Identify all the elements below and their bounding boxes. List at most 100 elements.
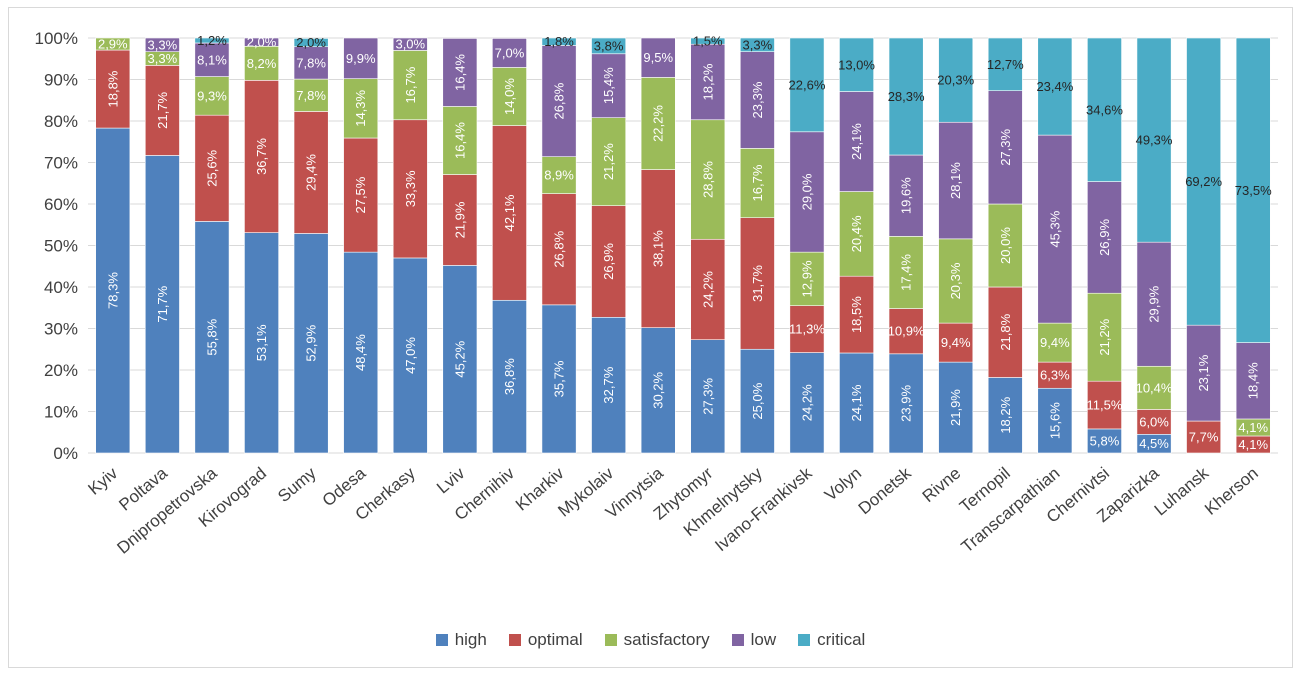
data-label: 7,8% <box>296 88 326 103</box>
data-label: 17,4% <box>899 254 914 291</box>
bar-segment-critical <box>839 37 874 92</box>
y-tick-label: 30% <box>44 320 78 339</box>
bar-segment-critical <box>293 38 329 48</box>
bar-segment-optimal <box>442 174 478 266</box>
y-tick-label: 90% <box>44 71 78 90</box>
y-tick-label: 20% <box>44 361 78 380</box>
bar-segment-optimal <box>492 125 527 301</box>
bar-segment-high <box>144 155 180 454</box>
legend-entry-low: low <box>731 630 777 650</box>
x-tick-label: Donetsk <box>855 463 915 518</box>
data-label: 8,2% <box>247 56 277 71</box>
bar-segment-optimal <box>244 80 279 233</box>
bar-segment-low <box>392 37 428 51</box>
data-label: 35,7% <box>552 360 567 397</box>
bar-segment-optimal <box>144 65 180 156</box>
bar-segment-satisfactory <box>95 37 131 51</box>
bar-segment-low <box>194 42 230 77</box>
bar-segment-low <box>987 90 1023 205</box>
data-label: 20,3% <box>937 73 974 88</box>
bar-segment-critical <box>591 37 627 55</box>
data-label: 20,3% <box>948 262 963 299</box>
bar-segment-low <box>690 43 726 121</box>
x-tick-label: Sumy <box>274 463 320 506</box>
bar-segment-satisfactory <box>1087 292 1122 382</box>
y-tick-label: 70% <box>44 154 78 173</box>
data-label: 7,8% <box>296 55 326 70</box>
legend-label: critical <box>817 630 866 649</box>
bar-segment-optimal <box>541 193 577 306</box>
bar-segment-high <box>392 257 428 454</box>
data-label: 23,9% <box>899 385 914 422</box>
data-label: 1,5% <box>693 34 723 49</box>
data-label: 21,7% <box>155 92 170 129</box>
stacked-bar-chart: 0% 10% 20% 30% 40% 50% 60% 70% 80% 90% 100% 78,3% 1… <box>35 29 1278 558</box>
data-label: 9,4% <box>941 335 971 350</box>
data-label: 23,4% <box>1036 79 1073 94</box>
data-label: 8,1% <box>197 52 227 67</box>
bars <box>95 37 1271 454</box>
legend-entry-satisfactory: satisfactory <box>604 630 710 650</box>
bar-segment-critical <box>938 37 974 123</box>
legend: high optimal satisfactory low critical <box>0 630 1301 650</box>
data-label: 23,1% <box>1196 354 1211 391</box>
data-label: 16,7% <box>403 66 418 103</box>
data-label: 16,7% <box>750 164 765 201</box>
data-label: 24,1% <box>849 123 864 160</box>
data-label: 21,9% <box>948 389 963 426</box>
y-tick-label: 50% <box>44 237 78 256</box>
data-label: 3,3% <box>148 37 178 52</box>
bar-segment-low <box>244 37 279 47</box>
data-label: 31,7% <box>750 265 765 302</box>
y-tick-label: 100% <box>35 29 78 48</box>
data-label: 27,3% <box>700 377 715 414</box>
data-label: 71,7% <box>155 285 170 322</box>
data-label: 47,0% <box>403 337 418 374</box>
bar-segment-low <box>888 154 924 237</box>
data-label: 42,1% <box>502 194 517 231</box>
bar-segment-high <box>938 361 974 454</box>
legend-label: high <box>454 630 487 649</box>
data-label: 3,8% <box>594 38 624 53</box>
data-label: 21,2% <box>601 143 616 180</box>
data-label: 28,3% <box>888 89 925 104</box>
data-label: 28,8% <box>700 161 715 198</box>
data-label: 3,3% <box>743 37 773 52</box>
data-label: 2,9% <box>98 37 128 52</box>
bar-segment-optimal <box>392 119 428 259</box>
legend-swatch <box>508 634 521 646</box>
legend-entry-critical: critical <box>798 630 865 650</box>
data-label: 2,0% <box>247 35 277 50</box>
bar-segment-critical <box>194 37 230 44</box>
x-tick-label: Lviv <box>433 463 469 497</box>
bar-segment-high <box>343 251 379 454</box>
bar-segment-satisfactory <box>392 50 428 121</box>
bar-segment-critical <box>1235 37 1271 343</box>
y-tick-label: 10% <box>44 403 78 422</box>
legend-label: satisfactory <box>623 630 710 649</box>
bar-segment-satisfactory <box>1037 322 1073 363</box>
bar-segment-optimal <box>640 169 676 328</box>
x-tick-label: Luhansk <box>1151 463 1213 519</box>
legend-label: low <box>750 630 777 649</box>
data-label: 24,1% <box>849 384 864 421</box>
data-label: 26,8% <box>552 230 567 267</box>
bar-segment-low <box>1186 324 1222 422</box>
data-label: 45,2% <box>452 340 467 377</box>
data-label: 7,0% <box>495 45 525 60</box>
y-tick-label: 40% <box>44 278 78 297</box>
data-label: 20,4% <box>849 215 864 252</box>
data-label: 48,4% <box>353 334 368 371</box>
bar-segment-critical <box>1037 37 1073 136</box>
bar-segment-high <box>442 265 478 454</box>
bar-segment-critical <box>1087 37 1122 182</box>
bar-segment-satisfactory <box>640 77 676 170</box>
data-label: 25,6% <box>204 149 219 186</box>
data-label: 49,3% <box>1136 133 1173 148</box>
bar-segment-low <box>144 37 180 52</box>
data-label: 1,8% <box>544 34 574 49</box>
bar-segment-low <box>839 91 874 192</box>
data-label: 29,4% <box>304 154 319 191</box>
data-label: 10,9% <box>888 324 925 339</box>
bar-segment-satisfactory <box>541 156 577 194</box>
